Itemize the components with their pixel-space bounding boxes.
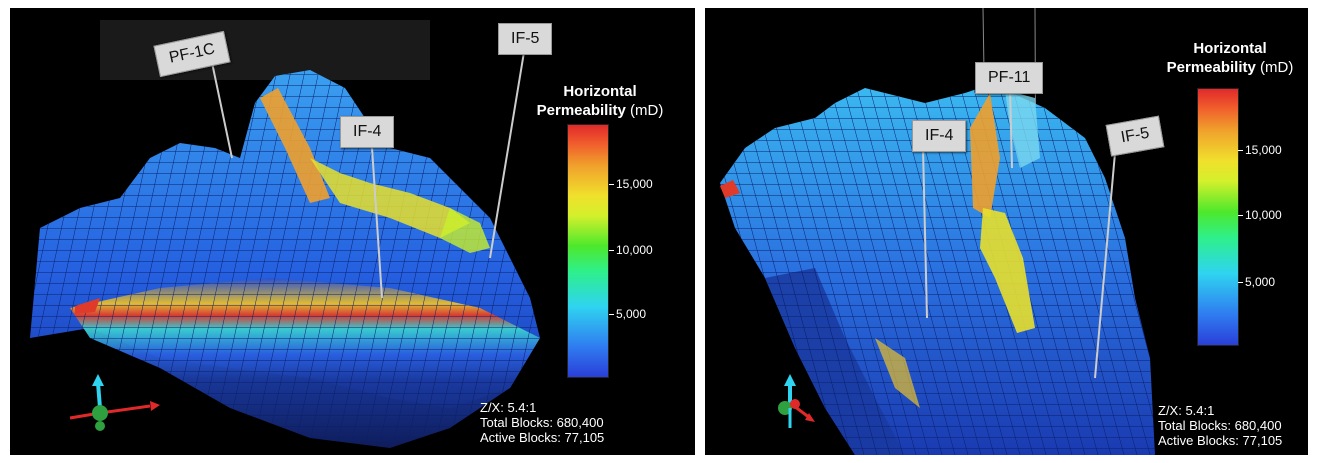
well-label: IF-5 <box>498 23 553 55</box>
reservoir-model-left <box>30 20 540 448</box>
well-label: IF-4 <box>912 120 967 152</box>
legend-title-line2: Permeability <box>1166 59 1256 76</box>
reservoir-view-right: PF-11 IF-4 IF-5 Horizontal Permeability … <box>705 8 1308 455</box>
legend-tick: 5,000 <box>608 307 647 321</box>
zx-ratio: Z/X: 5.4:1 <box>1158 403 1215 418</box>
legend-tick: 10,000 <box>1238 208 1282 222</box>
total-blocks: Total Blocks: 680,400 <box>1158 418 1282 433</box>
legend-title-line1: Horizontal <box>563 83 637 100</box>
axis-gizmo-icon <box>778 374 815 428</box>
reservoir-view-left: PF-1C IF-4 IF-5 Horizontal Permeability … <box>10 8 695 455</box>
well-label: IF-4 <box>340 116 395 148</box>
legend-title: Horizontal Permeability (mD) <box>520 82 680 120</box>
legend-unit: (mD) <box>630 102 664 119</box>
axis-gizmo-icon <box>69 374 160 431</box>
legend-tick: 5,000 <box>1237 275 1276 289</box>
model-stats: Z/X: 5.4:1 Total Blocks: 680,400 Active … <box>480 400 604 445</box>
legend-tick: 15,000 <box>609 177 653 191</box>
model-stats: Z/X: 5.4:1 Total Blocks: 680,400 Active … <box>1158 403 1282 448</box>
legend-tick: 15,000 <box>1238 143 1282 157</box>
reservoir-model-right <box>720 8 1155 455</box>
legend-title-line2: Permeability <box>536 102 626 119</box>
total-blocks: Total Blocks: 680,400 <box>480 415 604 430</box>
colorbar <box>567 124 609 378</box>
active-blocks: Active Blocks: 77,105 <box>480 430 605 445</box>
legend-unit: (mD) <box>1260 59 1294 76</box>
legend-tick: 10,000 <box>609 243 653 257</box>
colorbar <box>1197 88 1239 346</box>
zx-ratio: Z/X: 5.4:1 <box>480 400 537 415</box>
legend-title-line1: Horizontal <box>1193 40 1267 57</box>
well-label: PF-11 <box>975 62 1044 94</box>
active-blocks: Active Blocks: 77,105 <box>1158 433 1283 448</box>
legend-title: Horizontal Permeability (mD) <box>1150 39 1308 77</box>
